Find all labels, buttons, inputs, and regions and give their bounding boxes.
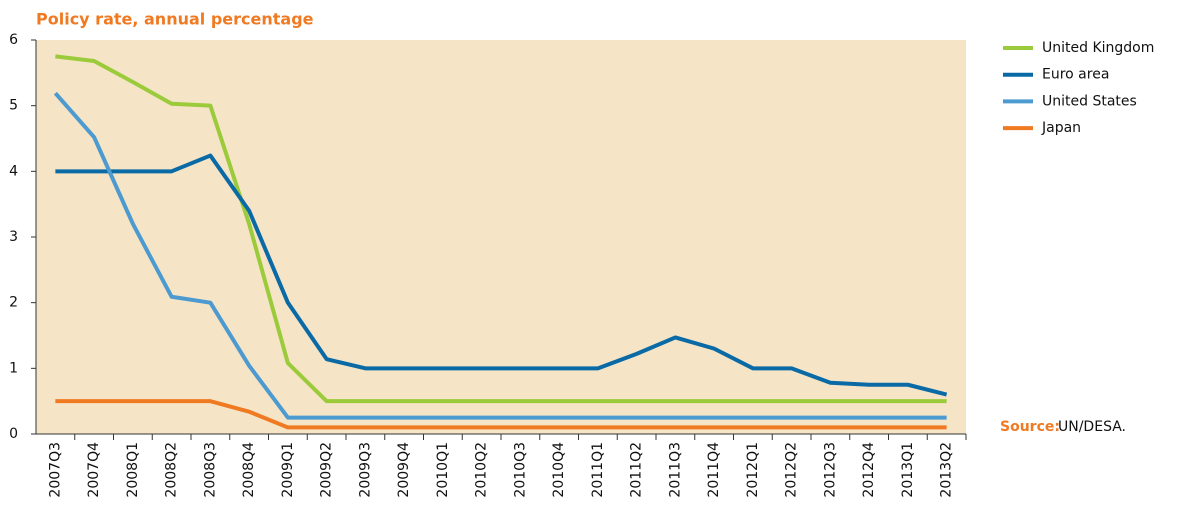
x-tick-label: 2008Q1 [125,442,141,498]
series-line [55,54,947,404]
x-tick-label: 2009Q4 [396,442,412,498]
legend-label: Japan [1041,120,1081,136]
y-tick-label: 1 [9,360,18,376]
series-line [55,153,948,397]
x-tick-label: 2009Q1 [280,442,296,498]
legend-label: Euro area [1042,67,1109,83]
legend-label: United Kingdom [1042,40,1154,56]
series-line [53,91,947,420]
x-tick-label: 2013Q1 [900,442,916,498]
x-tick-label: 2008Q2 [164,442,180,498]
x-tick-label: 2009Q2 [319,442,335,498]
x-tick-label: 2008Q3 [202,442,218,498]
x-tick-label: 2012Q4 [861,442,877,498]
chart-title: Policy rate, annual percentage [36,10,314,29]
y-tick-label: 3 [9,229,18,245]
x-tick-label: 2008Q4 [241,442,257,498]
source-label: Source: [1000,419,1060,435]
x-tick-label: 2013Q2 [939,442,955,498]
x-tick-label: 2010Q3 [512,442,528,498]
y-tick-label: 0 [9,426,18,442]
x-tick-label: 2007Q4 [86,442,102,498]
x-tick-label: 2010Q2 [474,442,490,498]
x-tick-label: 2012Q3 [822,442,838,498]
x-tick-label: 2011Q4 [706,442,722,498]
x-tick-label: 2012Q2 [784,442,800,498]
y-tick-label: 2 [9,295,18,311]
legend-label: United States [1042,93,1137,109]
x-tick-label: 2009Q3 [357,442,373,498]
x-tick-label: 2011Q3 [667,442,683,498]
series-line [55,399,947,430]
x-tick-label: 2012Q1 [745,442,761,498]
x-tick-label: 2007Q3 [47,442,63,498]
x-tick-label: 2011Q1 [590,442,606,498]
y-tick-label: 4 [9,163,18,179]
x-tick-label: 2011Q2 [629,442,645,498]
y-tick-label: 5 [9,98,18,114]
x-tick-label: 2010Q4 [551,442,567,498]
source: UN/DESA. [1058,419,1126,435]
plot-area [36,40,966,434]
y-tick-label: 6 [9,32,18,48]
x-tick-label: 2010Q1 [435,442,451,498]
